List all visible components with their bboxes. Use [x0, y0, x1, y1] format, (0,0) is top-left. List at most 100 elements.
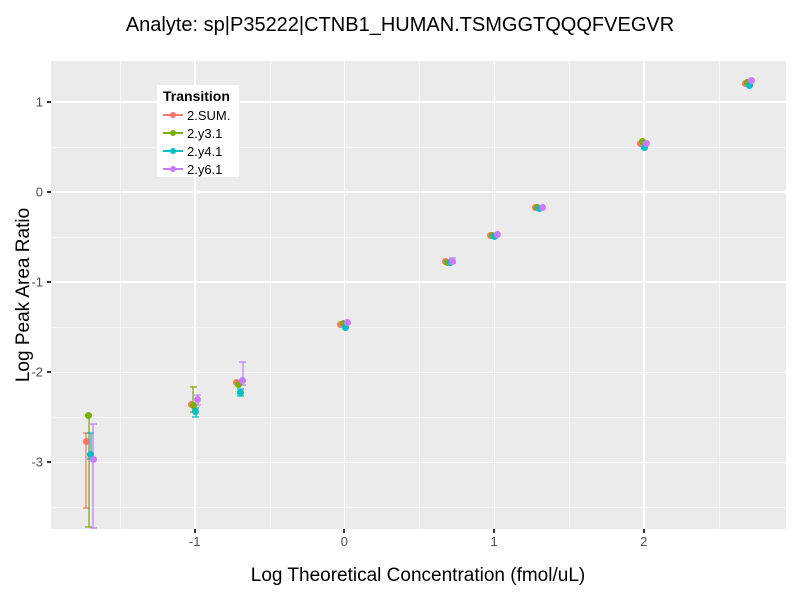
legend-rows: 2.SUM. 2.y3.1 2.y4.1 2.y6.1 — [163, 106, 239, 178]
legend-key-dot — [170, 112, 176, 118]
x-tick-label: 2 — [640, 534, 648, 549]
legend-key-icon — [163, 162, 183, 176]
data-point — [194, 395, 202, 403]
x-tick-mark — [193, 529, 196, 533]
data-point — [82, 438, 90, 446]
y-tick-mark — [47, 100, 51, 103]
x-tick-label: 1 — [490, 534, 498, 549]
error-bar-cap — [194, 393, 202, 396]
gridline-major-y — [51, 281, 786, 284]
error-bar-cap — [192, 416, 200, 419]
gridline-minor-y — [51, 507, 786, 509]
error-bar-cap — [82, 432, 90, 435]
error-bar-cap — [82, 507, 90, 510]
y-tick-label: 0 — [35, 184, 43, 200]
error-bar — [241, 362, 244, 385]
gridline-major-x — [643, 61, 645, 529]
data-point — [745, 81, 753, 89]
error-bar-cap — [189, 385, 197, 388]
data-point — [748, 77, 756, 85]
legend-key-icon — [163, 108, 183, 122]
legend-item: 2.SUM. — [163, 106, 239, 124]
y-tick-mark — [47, 461, 51, 464]
error-bar-cap — [239, 383, 247, 386]
error-bar — [89, 432, 92, 459]
legend-key-icon — [163, 144, 183, 158]
y-tick-mark — [47, 371, 51, 374]
legend-title: Transition — [163, 88, 230, 104]
data-point — [237, 389, 244, 397]
error-bar-cap — [237, 388, 244, 391]
gridline-minor-x — [269, 61, 271, 529]
legend-item-label: 2.y3.1 — [187, 125, 223, 141]
gridline-minor-y — [51, 146, 786, 148]
legend-key-icon — [163, 126, 183, 140]
data-point — [493, 230, 501, 238]
error-bar-cap — [85, 526, 93, 529]
gridline-major-x — [493, 61, 496, 529]
data-point — [189, 401, 197, 409]
data-point — [239, 376, 247, 384]
legend-key-dot — [170, 166, 176, 172]
data-point — [344, 319, 351, 326]
gridline-minor-x — [119, 61, 121, 529]
legend-item: 2.y4.1 — [163, 142, 239, 160]
data-point — [538, 204, 546, 212]
error-bar — [92, 424, 95, 529]
error-bar — [85, 433, 88, 509]
x-tick-label: 0 — [340, 534, 349, 549]
gridline-major-y — [51, 191, 786, 193]
x-tick-label: -1 — [188, 534, 201, 549]
gridline-minor-y — [51, 417, 786, 419]
error-bar-cap — [448, 256, 456, 259]
gridline-minor-x — [718, 61, 720, 529]
gridline-major-x — [343, 61, 346, 529]
gridline-major-y — [51, 461, 786, 464]
y-tick-label: 1 — [35, 94, 43, 110]
error-bar-cap — [194, 403, 202, 406]
error-bar-cap — [89, 423, 97, 426]
y-tick-mark — [47, 190, 51, 193]
data-point — [89, 456, 97, 464]
data-point — [87, 450, 95, 458]
y-tick-mark — [47, 280, 51, 283]
data-point — [341, 323, 349, 331]
error-bar-cap — [239, 361, 247, 364]
error-bar — [192, 386, 195, 412]
data-point — [234, 381, 242, 389]
x-axis-label: Log Theoretical Concentration (fmol/uL) — [250, 565, 586, 586]
legend-item-label: 2.SUM. — [187, 107, 231, 123]
legend-key-dot — [170, 130, 176, 136]
gridline-minor-y — [51, 236, 786, 238]
y-tick-label: -3 — [31, 454, 43, 470]
y-tick-label: -2 — [31, 364, 43, 380]
error-bar-cap — [87, 431, 95, 434]
legend-item: 2.y6.1 — [163, 160, 239, 178]
legend: Transition 2.SUM. 2.y3.1 2.y4.1 2.y6.1 — [157, 85, 239, 177]
error-bar — [87, 415, 90, 528]
error-bar-cap — [89, 527, 97, 529]
legend-item: 2.y3.1 — [163, 124, 239, 142]
y-axis-label: Log Peak Area Ratio — [13, 207, 34, 383]
x-tick-mark — [493, 529, 496, 533]
legend-item-label: 2.y6.1 — [187, 161, 223, 177]
gridline-minor-x — [419, 61, 421, 529]
data-point — [448, 257, 456, 265]
data-point — [641, 144, 649, 152]
gridline-major-y — [51, 371, 786, 374]
data-point — [643, 139, 651, 147]
plot-title: Analyte: sp|P35222|CTNB1_HUMAN.TSMGGTQQQ… — [125, 14, 675, 36]
gridline-minor-y — [51, 327, 786, 328]
x-tick-mark — [343, 529, 346, 533]
y-tick-label: -1 — [31, 274, 43, 290]
data-point — [192, 408, 200, 416]
legend-item-label: 2.y4.1 — [187, 143, 223, 159]
legend-key-dot — [170, 148, 176, 154]
gridline-major-y — [51, 101, 786, 103]
data-point — [339, 319, 347, 327]
data-point — [85, 411, 93, 419]
gridline-major-x — [194, 61, 196, 529]
data-point — [638, 137, 646, 145]
x-tick-mark — [642, 529, 645, 533]
gridline-minor-x — [568, 61, 570, 529]
